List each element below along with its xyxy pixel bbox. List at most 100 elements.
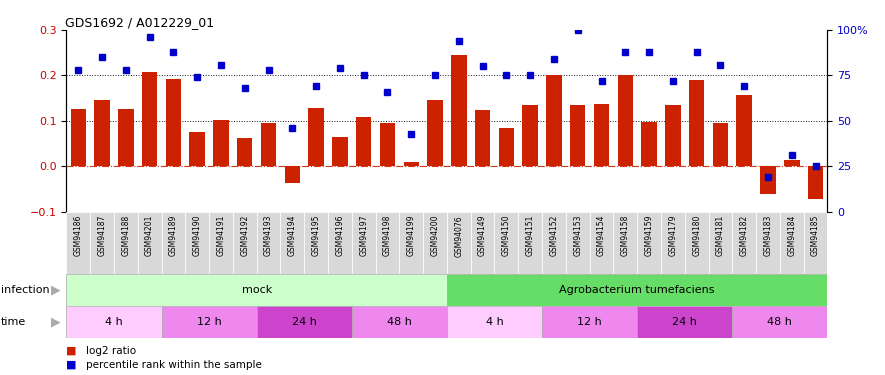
Text: GSM94192: GSM94192 bbox=[240, 215, 250, 256]
Bar bbox=[71, 109, 86, 166]
Bar bbox=[475, 110, 490, 166]
Text: GSM94149: GSM94149 bbox=[478, 215, 487, 256]
Bar bbox=[380, 123, 396, 166]
Text: GSM94181: GSM94181 bbox=[716, 215, 725, 256]
Text: GSM94153: GSM94153 bbox=[573, 215, 582, 256]
Text: time: time bbox=[1, 316, 27, 327]
Bar bbox=[685, 212, 709, 274]
Text: 4 h: 4 h bbox=[486, 316, 504, 327]
Bar bbox=[233, 212, 257, 274]
Text: 24 h: 24 h bbox=[673, 316, 697, 327]
Text: percentile rank within the sample: percentile rank within the sample bbox=[86, 360, 262, 369]
Bar bbox=[375, 212, 399, 274]
Bar bbox=[712, 123, 728, 166]
Text: ■: ■ bbox=[66, 346, 77, 355]
Bar bbox=[709, 212, 733, 274]
Bar bbox=[161, 212, 185, 274]
Text: GSM94187: GSM94187 bbox=[97, 215, 106, 256]
Bar bbox=[808, 166, 823, 199]
Bar bbox=[566, 212, 589, 274]
Bar bbox=[661, 212, 685, 274]
Text: GSM94197: GSM94197 bbox=[359, 215, 368, 256]
Text: GSM94183: GSM94183 bbox=[764, 215, 773, 256]
Text: GSM94159: GSM94159 bbox=[644, 215, 654, 256]
Text: GSM94186: GSM94186 bbox=[73, 215, 83, 256]
Text: log2 ratio: log2 ratio bbox=[86, 346, 136, 355]
Bar bbox=[352, 306, 447, 338]
Text: GSM94185: GSM94185 bbox=[811, 215, 820, 256]
Bar bbox=[447, 274, 827, 306]
Bar bbox=[281, 212, 304, 274]
Bar bbox=[257, 212, 281, 274]
Text: GSM94193: GSM94193 bbox=[264, 215, 273, 256]
Bar bbox=[542, 212, 566, 274]
Bar bbox=[666, 105, 681, 166]
Bar bbox=[780, 212, 804, 274]
Text: 48 h: 48 h bbox=[767, 316, 792, 327]
Bar bbox=[736, 95, 752, 166]
Bar bbox=[209, 212, 233, 274]
Bar bbox=[399, 212, 423, 274]
Text: GSM94152: GSM94152 bbox=[550, 215, 558, 256]
Text: 24 h: 24 h bbox=[292, 316, 317, 327]
Bar bbox=[356, 117, 372, 166]
Bar bbox=[328, 212, 352, 274]
Bar bbox=[427, 100, 442, 166]
Bar bbox=[90, 212, 114, 274]
Bar bbox=[161, 306, 257, 338]
Bar bbox=[138, 212, 162, 274]
Text: GSM94190: GSM94190 bbox=[193, 215, 202, 256]
Bar bbox=[118, 109, 134, 166]
Text: GSM94198: GSM94198 bbox=[383, 215, 392, 256]
Bar bbox=[522, 105, 538, 166]
Bar bbox=[423, 212, 447, 274]
Text: GSM94199: GSM94199 bbox=[407, 215, 416, 256]
Bar bbox=[613, 212, 637, 274]
Bar bbox=[495, 212, 519, 274]
Bar bbox=[760, 166, 776, 194]
Text: GSM94154: GSM94154 bbox=[597, 215, 606, 256]
Bar bbox=[114, 212, 138, 274]
Bar bbox=[261, 123, 276, 166]
Bar bbox=[570, 105, 586, 166]
Bar bbox=[594, 104, 609, 166]
Text: ▶: ▶ bbox=[51, 283, 60, 296]
Bar bbox=[542, 306, 637, 338]
Bar bbox=[66, 306, 161, 338]
Bar bbox=[642, 122, 657, 166]
Text: infection: infection bbox=[1, 285, 50, 295]
Bar bbox=[637, 212, 661, 274]
Bar bbox=[257, 306, 351, 338]
Text: Agrobacterium tumefaciens: Agrobacterium tumefaciens bbox=[559, 285, 715, 295]
Text: GSM94150: GSM94150 bbox=[502, 215, 511, 256]
Text: GSM94189: GSM94189 bbox=[169, 215, 178, 256]
Text: ▶: ▶ bbox=[51, 315, 60, 328]
Text: 48 h: 48 h bbox=[387, 316, 412, 327]
Bar bbox=[66, 212, 90, 274]
Bar bbox=[332, 137, 348, 166]
Bar bbox=[352, 212, 375, 274]
Bar bbox=[546, 75, 562, 166]
Bar bbox=[784, 160, 799, 166]
Bar bbox=[95, 100, 110, 166]
Bar bbox=[447, 212, 471, 274]
Bar bbox=[589, 212, 613, 274]
Text: 12 h: 12 h bbox=[196, 316, 221, 327]
Bar bbox=[618, 75, 633, 166]
Bar bbox=[165, 79, 181, 166]
Text: GSM94195: GSM94195 bbox=[312, 215, 320, 256]
Bar bbox=[308, 108, 324, 166]
Bar bbox=[733, 212, 756, 274]
Bar bbox=[689, 80, 704, 166]
Text: GSM94180: GSM94180 bbox=[692, 215, 701, 256]
Bar bbox=[189, 132, 205, 166]
Bar bbox=[804, 212, 827, 274]
Bar bbox=[404, 162, 419, 166]
Text: GDS1692 / A012229_01: GDS1692 / A012229_01 bbox=[65, 16, 214, 29]
Text: GSM94076: GSM94076 bbox=[454, 215, 464, 256]
Bar bbox=[304, 212, 328, 274]
Text: GSM94191: GSM94191 bbox=[217, 215, 226, 256]
Text: GSM94179: GSM94179 bbox=[668, 215, 677, 256]
Text: 12 h: 12 h bbox=[577, 316, 602, 327]
Bar bbox=[447, 306, 542, 338]
